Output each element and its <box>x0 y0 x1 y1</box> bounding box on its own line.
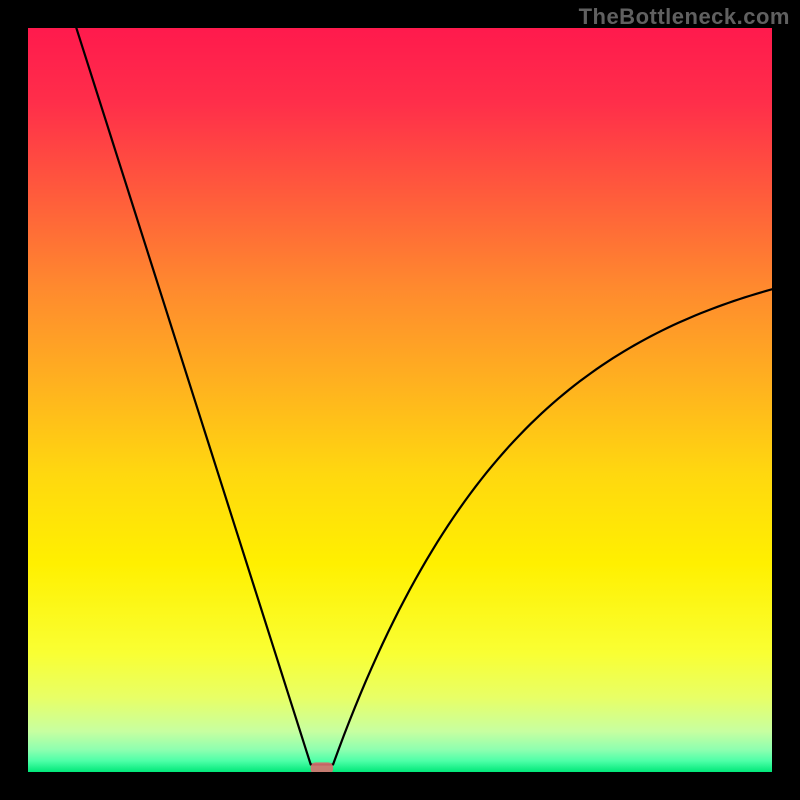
chart-container: TheBottleneck.com <box>0 0 800 800</box>
plot-area <box>28 28 772 772</box>
watermark-text: TheBottleneck.com <box>579 4 790 30</box>
bottleneck-curve <box>76 28 772 765</box>
trough-marker <box>311 762 333 772</box>
curve-layer <box>28 28 772 772</box>
